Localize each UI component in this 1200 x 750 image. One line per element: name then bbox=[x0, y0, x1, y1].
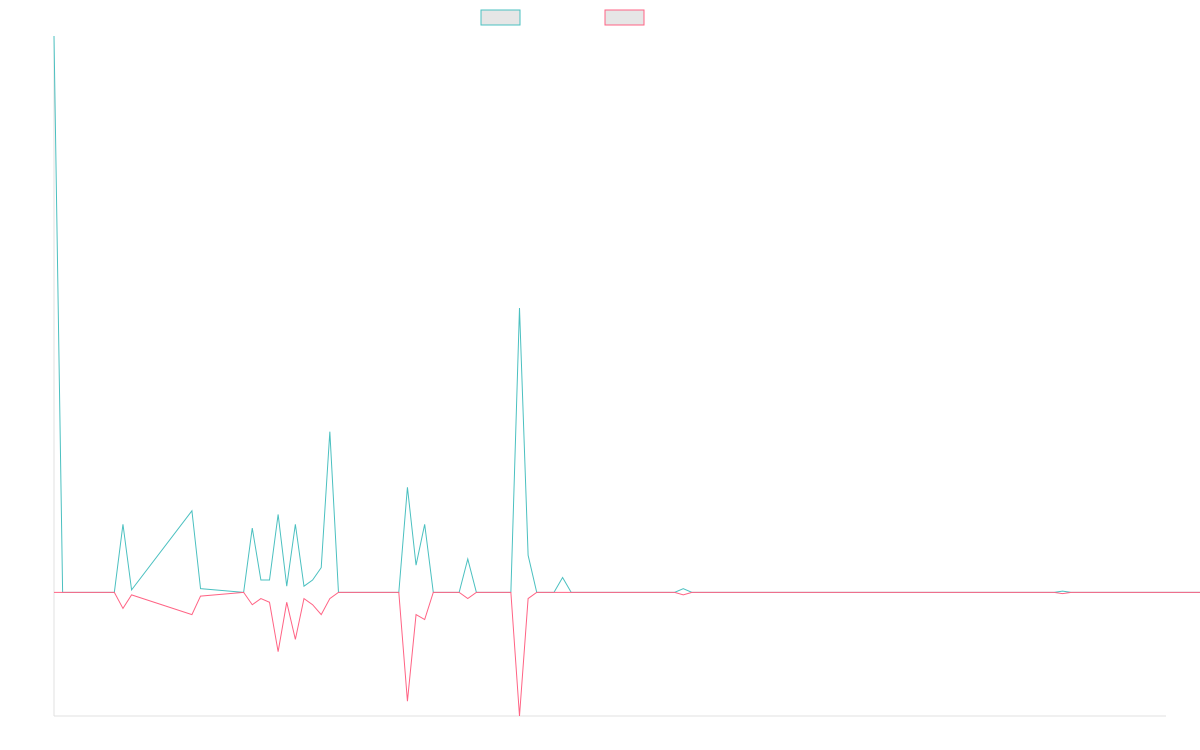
legend-swatch-1 bbox=[480, 9, 521, 26]
series-line-2 bbox=[54, 591, 1200, 717]
legend-swatch-2 bbox=[604, 9, 645, 26]
plot-area bbox=[53, 35, 1200, 717]
legend-item-2[interactable] bbox=[604, 9, 645, 26]
series-layer bbox=[53, 35, 1200, 717]
legend-item-1[interactable] bbox=[480, 9, 521, 26]
series-line-1 bbox=[53, 35, 1200, 593]
legend bbox=[480, 9, 645, 26]
